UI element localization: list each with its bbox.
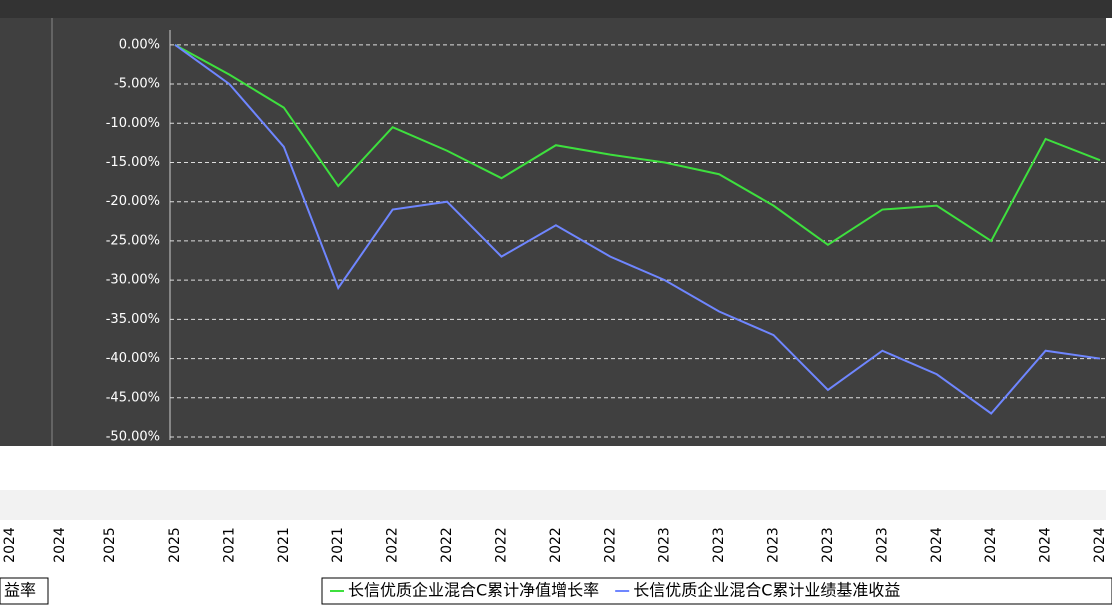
x-tick-label: 2021	[221, 527, 237, 563]
left-legend-box	[0, 577, 49, 605]
x-tick-label: 2022	[385, 527, 401, 563]
left-legend: 益率	[4, 581, 36, 600]
x-tick-label: 2024	[929, 527, 945, 563]
y-tick-label: -20.00%	[106, 194, 160, 209]
y-tick-label: -15.00%	[106, 155, 160, 170]
legend-label: 长信优质企业混合C累计业绩基准收益	[633, 581, 900, 600]
x-tick-label: 2022	[548, 527, 564, 563]
y-tick-label: -30.00%	[106, 273, 160, 288]
x-tick-label: 2021	[330, 527, 346, 563]
y-tick-label: -45.00%	[106, 390, 160, 405]
legend-box	[321, 577, 1112, 605]
x-tick-label: 2023	[820, 527, 836, 563]
x-tick-label: 2024	[1092, 527, 1108, 563]
left-x-tick-label: 2024	[2, 527, 18, 563]
legend-label: 长信优质企业混合C累计净值增长率	[348, 581, 599, 600]
y-tick-label: -50.00%	[106, 430, 160, 445]
x-tick-label: 2021	[276, 527, 292, 563]
x-tick-label: 2024	[983, 527, 999, 563]
left-x-tick-label: 2024	[52, 527, 68, 563]
y-tick-label: -5.00%	[114, 77, 160, 92]
x-tick-label: 2023	[766, 527, 782, 563]
plot-background	[0, 18, 1106, 446]
y-tick-label: -10.00%	[106, 116, 160, 131]
scroll-strip	[0, 490, 1106, 520]
series-line	[174, 44, 1101, 415]
y-tick-label: 0.00%	[119, 37, 160, 52]
y-tick-label: -25.00%	[106, 233, 160, 248]
y-tick-label: -35.00%	[106, 312, 160, 327]
x-tick-label: 2023	[657, 527, 673, 563]
x-tick-label: 2023	[874, 527, 890, 563]
x-tick-label: 2022	[602, 527, 618, 563]
y-tick-label: -40.00%	[106, 351, 160, 366]
x-tick-label: 2023	[711, 527, 727, 563]
series-line	[174, 43, 1101, 247]
x-tick-label: 2022	[439, 527, 455, 563]
x-tick-label: 2022	[493, 527, 509, 563]
x-tick-label: 2024	[1038, 527, 1054, 563]
left-x-tick-label: 2025	[102, 527, 118, 563]
x-tick-label: 2025	[167, 527, 183, 563]
top-strip	[0, 0, 1112, 18]
